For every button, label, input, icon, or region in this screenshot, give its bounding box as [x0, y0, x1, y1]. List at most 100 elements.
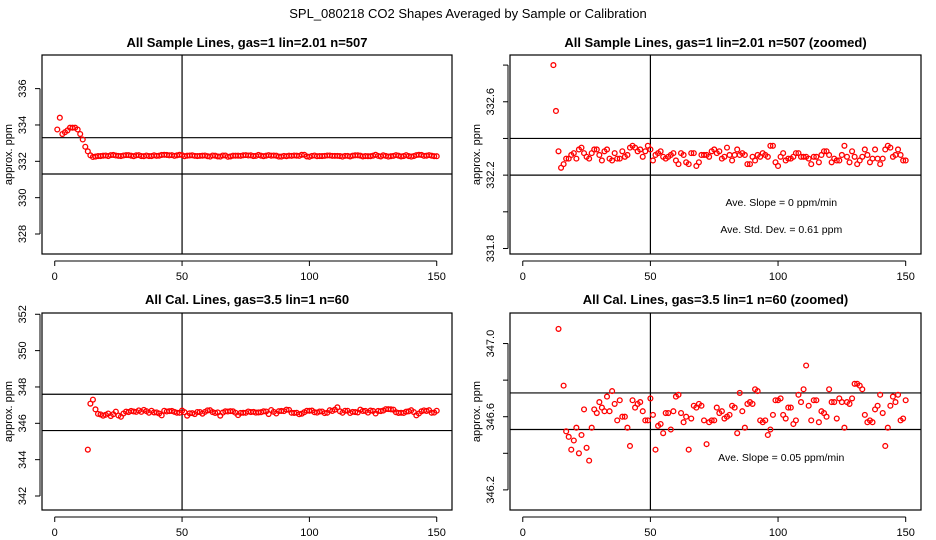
data-point	[593, 146, 600, 153]
data-point	[642, 148, 649, 155]
x-tick-label: 150	[428, 527, 446, 539]
data-point	[846, 400, 853, 407]
data-point	[810, 153, 817, 160]
data-point	[718, 408, 725, 415]
y-tick-label: 331.8	[485, 235, 497, 263]
panel-4: All Cal. Lines, gas=3.5 lin=1 n=60 (zoom…	[471, 292, 922, 539]
plot-frame	[509, 312, 922, 511]
data-point	[675, 391, 682, 398]
x-tick-label: 0	[520, 271, 526, 283]
data-point	[741, 151, 748, 159]
data-point	[685, 446, 692, 453]
data-point	[77, 131, 84, 138]
data-point	[777, 395, 784, 402]
data-point	[764, 431, 771, 439]
data-point	[808, 417, 815, 424]
data-point	[861, 411, 868, 418]
data-point	[700, 417, 708, 424]
panel-title: All Sample Lines, gas=1 lin=2.01 n=507	[127, 35, 368, 50]
data-point	[894, 391, 902, 398]
data-point	[657, 420, 664, 428]
data-point	[609, 388, 616, 395]
data-point	[836, 157, 843, 164]
data-point	[603, 393, 611, 400]
y-tick-label: 348	[17, 378, 29, 396]
data-point	[667, 426, 674, 433]
data-point	[797, 399, 805, 406]
data-point	[851, 380, 858, 387]
data-point	[603, 146, 611, 153]
data-point	[690, 150, 697, 157]
data-point	[685, 161, 692, 168]
data-point	[795, 391, 802, 398]
annotation: Ave. Std. Dev. = 0.61 ppm	[720, 224, 842, 236]
data-point	[82, 143, 89, 150]
data-point	[831, 399, 838, 406]
data-point	[877, 161, 884, 168]
data-point	[173, 409, 181, 416]
data-point	[843, 153, 851, 160]
data-point	[706, 153, 713, 160]
data-point	[726, 411, 733, 418]
data-point	[762, 417, 769, 424]
data-point	[871, 146, 879, 153]
data-point	[882, 442, 889, 450]
data-point	[570, 437, 577, 444]
data-point	[838, 399, 845, 406]
data-point	[734, 146, 741, 153]
plot-frame	[41, 312, 453, 511]
data-point	[601, 408, 608, 415]
data-point	[565, 433, 572, 440]
data-point	[805, 155, 812, 162]
data-point	[698, 402, 705, 409]
points-series	[550, 62, 909, 171]
data-point	[736, 389, 743, 396]
data-point	[767, 426, 774, 433]
data-point	[578, 144, 585, 151]
data-point	[723, 144, 731, 151]
data-point	[726, 151, 733, 159]
plot-frame	[41, 54, 453, 255]
data-point	[626, 442, 634, 450]
data-point	[902, 397, 909, 404]
data-point	[575, 450, 582, 457]
data-point	[596, 151, 603, 159]
data-point	[864, 151, 871, 159]
data-point	[892, 399, 899, 406]
y-tick-label: 346.6	[485, 403, 497, 431]
data-point	[573, 155, 580, 162]
data-point	[662, 410, 669, 417]
data-point	[749, 400, 756, 407]
data-point	[767, 142, 774, 149]
data-point	[703, 441, 710, 448]
data-point	[716, 148, 723, 155]
data-point	[897, 151, 904, 159]
data-point	[680, 419, 687, 426]
data-point	[739, 408, 746, 415]
data-point	[785, 155, 792, 162]
data-point	[820, 148, 828, 155]
data-point	[433, 407, 440, 414]
data-point	[902, 157, 909, 164]
data-point	[869, 419, 876, 426]
data-point	[815, 159, 822, 166]
data-point	[677, 410, 685, 417]
data-point	[721, 153, 728, 160]
data-point	[826, 151, 833, 159]
data-point	[670, 408, 677, 415]
data-point	[741, 424, 748, 431]
data-point	[194, 408, 201, 416]
data-point	[800, 386, 807, 393]
x-tick-label: 50	[644, 527, 656, 539]
data-point	[833, 415, 840, 422]
data-point	[624, 424, 631, 431]
data-point	[629, 397, 636, 404]
data-point	[874, 402, 881, 409]
data-point	[683, 413, 690, 420]
data-point	[729, 157, 736, 164]
data-point	[813, 397, 820, 404]
y-tick-label: 352	[17, 305, 29, 323]
data-point	[593, 410, 600, 417]
x-tick-label: 100	[769, 527, 787, 539]
data-point	[846, 159, 853, 166]
